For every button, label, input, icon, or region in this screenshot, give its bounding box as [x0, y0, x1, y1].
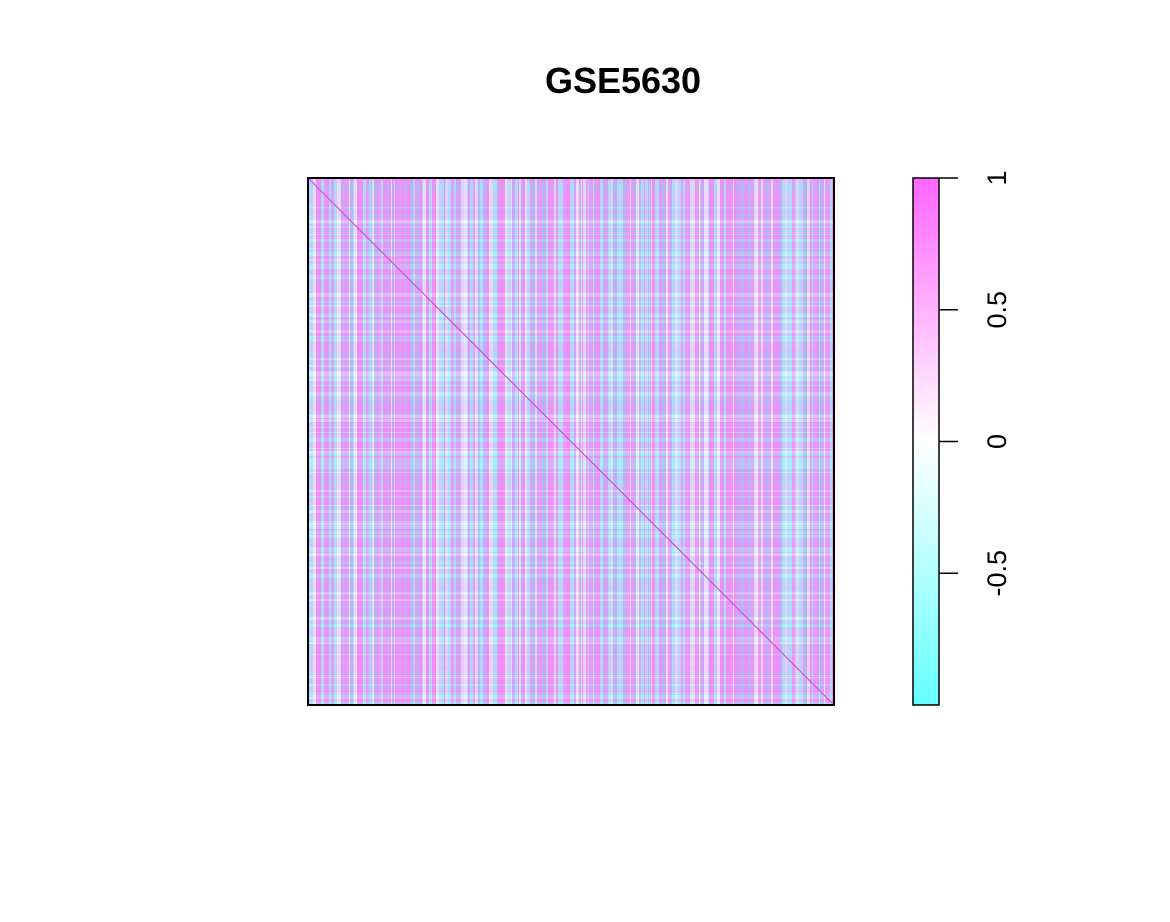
colorbar-ticks: 1 0.5 0 -0.5 — [939, 170, 1012, 597]
colorbar-gradient — [912, 177, 940, 706]
colorbar-tick-label: 0.5 — [982, 291, 1012, 329]
heatmap-diagonal — [307, 177, 835, 706]
chart-title: GSE5630 — [545, 60, 701, 101]
colorbar-tick-label: 0 — [982, 434, 1012, 449]
colorbar-tick-label: -0.5 — [982, 550, 1012, 597]
heatmap-panel — [307, 177, 835, 706]
heatmap-frame — [307, 177, 835, 706]
colorbar-tick-label: 1 — [982, 170, 1012, 185]
colorbar: 1 0.5 0 -0.5 — [912, 170, 1012, 706]
